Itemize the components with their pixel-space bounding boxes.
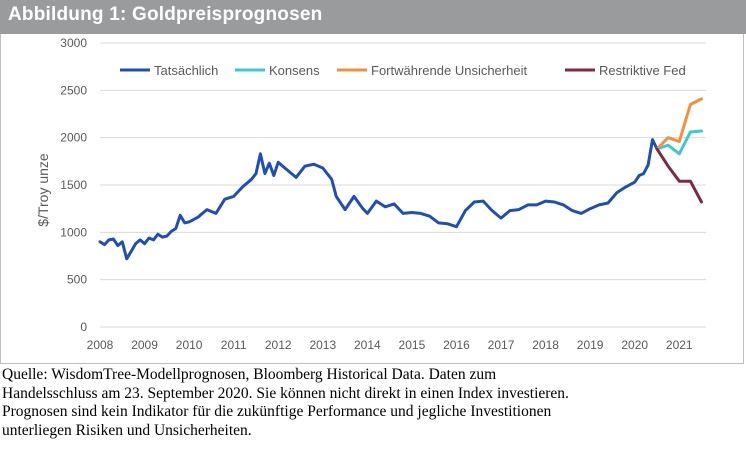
x-tick-label: 2010 [176, 338, 203, 352]
y-tick-label: 2000 [60, 131, 87, 145]
x-tick-label: 2012 [265, 338, 292, 352]
figure-title-bar: Abbildung 1: Goldpreisprognosen [0, 0, 746, 34]
y-tick-label: 0 [80, 320, 87, 334]
x-tick-label: 2021 [666, 338, 693, 352]
y-tick-label: 1500 [60, 178, 87, 192]
x-tick-label: 2008 [87, 338, 114, 352]
y-tick-label: 1000 [60, 225, 87, 239]
legend-label: Fortwährende Unsicherheit [371, 63, 527, 78]
y-tick-label: 2500 [60, 83, 87, 97]
gridlines [100, 42, 706, 328]
legend-label: Konsens [269, 63, 320, 78]
x-tick-label: 2020 [621, 338, 648, 352]
x-tick-label: 2013 [309, 338, 336, 352]
x-tick-label: 2016 [443, 338, 470, 352]
legend: Tatsächlich Konsens Fortwährende Unsicherh… [120, 63, 686, 78]
x-tick-label: 2018 [532, 338, 559, 352]
y-axis-ticks: 0 500 1000 1500 2000 2500 3000 [60, 36, 87, 334]
y-tick-label: 500 [67, 273, 87, 287]
source-line-1: Quelle: WisdomTree-Modellprognosen, Bloo… [2, 366, 497, 383]
source-line-2: Handelsschluss am 23. September 2020. Si… [2, 384, 569, 402]
series-line-restriktiv [655, 147, 703, 204]
legend-label: Tatsächlich [154, 63, 218, 78]
series-line-tatsaechlich [98, 138, 659, 261]
gold-price-chart: 0 500 1000 1500 2000 2500 3000 2008 2009 2010 201… [35, 36, 706, 352]
source-note: Quelle: WisdomTree-Modellprognosen, Bloo… [2, 366, 742, 440]
x-tick-label: 2014 [354, 338, 381, 352]
y-axis-label: $/Troy unze [35, 153, 51, 227]
series-line-konsens [655, 129, 703, 156]
legend-label: Restriktive Fed [599, 63, 686, 78]
source-line-3: Prognosen sind kein Indikator für die zu… [2, 403, 552, 420]
x-tick-label: 2017 [488, 338, 515, 352]
figure-title: Abbildung 1: Goldpreisprognosen [8, 4, 323, 25]
source-line-4: unterliegen Risiken und Unsicherheiten. [2, 421, 252, 439]
x-tick-label: 2019 [577, 338, 604, 352]
x-axis-ticks: 2008 2009 2010 2011 2012 2013 2014 2015 2016 2017… [87, 338, 693, 352]
series-lines [98, 97, 703, 261]
x-tick-label: 2011 [221, 338, 247, 352]
series-line-fortwaehrend [655, 97, 703, 151]
chart-frame [0, 34, 744, 364]
y-tick-label: 3000 [60, 36, 87, 50]
x-tick-label: 2015 [399, 338, 426, 352]
x-tick-label: 2009 [131, 338, 158, 352]
